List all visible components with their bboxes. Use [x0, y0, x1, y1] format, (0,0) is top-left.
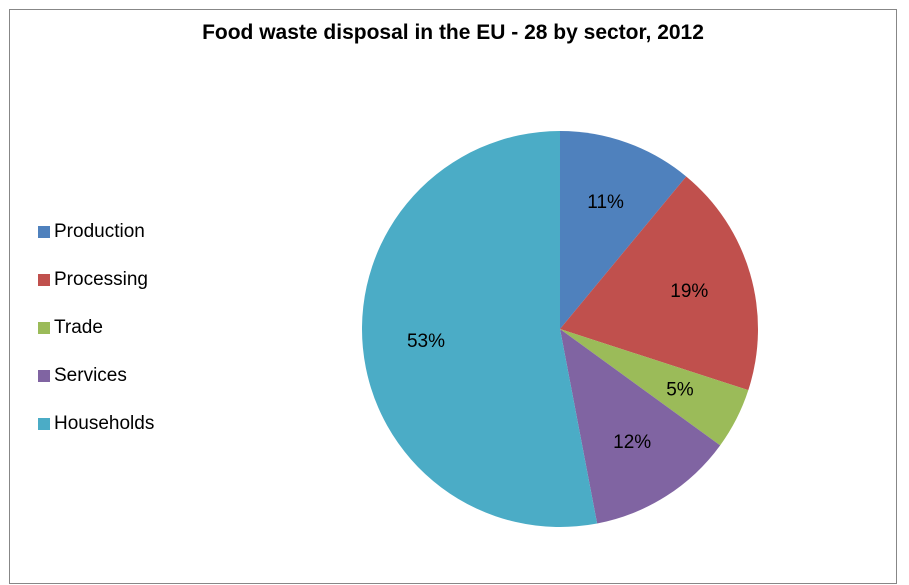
legend-swatch — [38, 274, 50, 286]
data-label-processing: 19% — [670, 281, 708, 302]
legend-swatch — [38, 370, 50, 382]
data-label-trade: 5% — [666, 380, 694, 401]
pie-slice-trade — [560, 329, 749, 446]
legend-label: Services — [54, 365, 127, 386]
legend-label: Trade — [54, 317, 103, 338]
legend-item-services: Services — [38, 364, 238, 388]
data-label-households: 53% — [407, 331, 445, 352]
pie-slice-production — [560, 131, 687, 329]
legend-swatch — [38, 322, 50, 334]
legend-label: Households — [54, 413, 155, 434]
legend-label: Processing — [54, 269, 148, 290]
data-label-production: 11% — [587, 192, 624, 213]
legend-label: Production — [54, 221, 145, 242]
data-label-services: 12% — [613, 432, 651, 453]
legend: Production Processing Trade Services Househo… — [38, 220, 238, 460]
chart-title: Food waste disposal in the EU - 28 by se… — [202, 21, 704, 44]
legend-swatch — [38, 226, 50, 238]
legend-item-production: Production — [38, 220, 238, 244]
pie-slice-services — [560, 329, 721, 524]
legend-item-households: Households — [38, 412, 238, 436]
pie-slice-households — [361, 131, 598, 527]
legend-swatch — [38, 418, 50, 430]
pie-slice-processing — [560, 176, 759, 391]
legend-item-processing: Processing — [38, 268, 238, 292]
legend-item-trade: Trade — [38, 316, 238, 340]
